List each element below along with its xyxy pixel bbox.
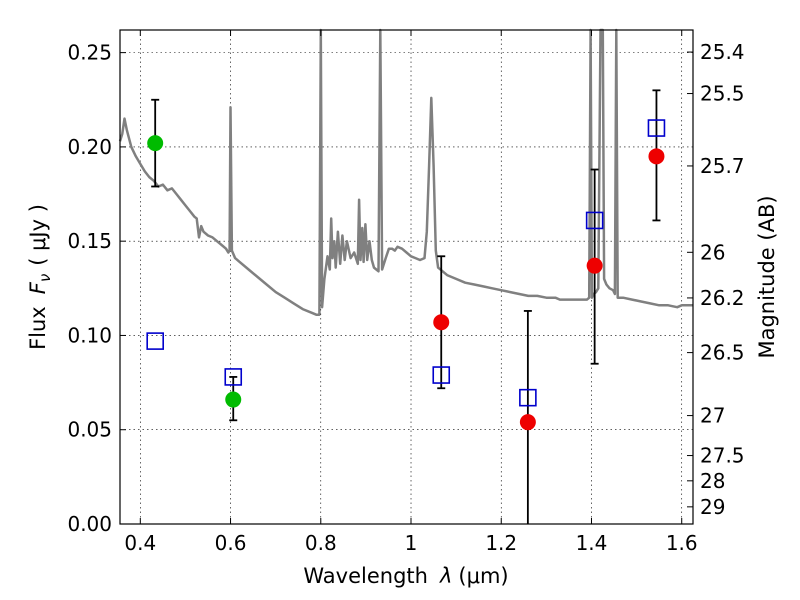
y2-tick-label: 25.7 [700, 154, 745, 178]
spectrum-line [118, 28, 693, 316]
y2-tick-label: 26.2 [700, 286, 745, 310]
blue-square-point [519, 388, 537, 407]
x-tick-label: 1.6 [666, 531, 698, 555]
red-point [433, 314, 450, 331]
green-point [225, 391, 242, 408]
y2-tick-label: 25.5 [700, 82, 745, 106]
y-axis-label: FluxFν( μJy ) [26, 204, 54, 350]
x-tick-label: 0.8 [305, 531, 337, 555]
y2-tick-label: 29 [700, 495, 725, 519]
y2-tick-label: 27 [700, 404, 725, 428]
x-axis-label: Wavelength λ (μm) [303, 564, 508, 588]
blue-square-point [146, 332, 164, 350]
grid [120, 30, 693, 525]
y-tick-label: 0.15 [67, 229, 112, 253]
blue-square-point [432, 366, 451, 384]
y-ticks: 0.00 0.05 0.10 0.15 0.20 0.25 [67, 41, 126, 536]
x-ticks: 0.4 0.6 0.8 1 1.2 1.4 1.6 [124, 30, 698, 555]
y2-tick-label: 26 [700, 240, 725, 264]
y2-axis-label: Magnitude (AB) [755, 195, 779, 358]
green-point [147, 135, 164, 152]
blue-square-point [647, 119, 666, 137]
y2-tick-label: 28 [700, 469, 725, 493]
red-point [648, 148, 665, 165]
errorbar-layer [151, 89, 661, 524]
blue-square-point [224, 368, 243, 386]
spectrum-layer [118, 28, 693, 316]
y-tick-label: 0.20 [67, 135, 112, 159]
x-tick-label: 0.6 [215, 531, 247, 555]
x-tick-label: 1 [405, 531, 418, 555]
y-tick-label: 0.05 [67, 418, 112, 442]
y2-tick-label: 25.4 [700, 40, 745, 64]
x-tick-label: 1.4 [576, 531, 608, 555]
y-tick-label: 0.25 [67, 41, 112, 65]
y-tick-label: 0.10 [67, 323, 112, 347]
x-tick-label: 0.4 [124, 531, 156, 555]
y2-tick-label: 27.5 [700, 444, 745, 468]
plot-frame [119, 29, 694, 525]
y-tick-label: 0.00 [67, 512, 112, 536]
red-point [586, 257, 603, 274]
blue-square-point [585, 211, 604, 230]
y2-tick-label: 26.5 [700, 341, 745, 365]
x-tick-label: 1.2 [485, 531, 517, 555]
marker-layer [146, 119, 666, 431]
red-point [519, 414, 536, 431]
